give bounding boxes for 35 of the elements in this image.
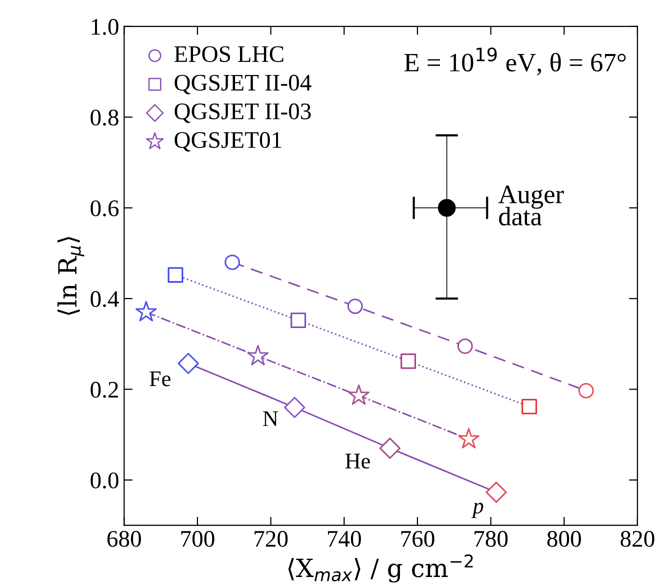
legend-label: QGSJET II-03 (174, 103, 311, 123)
point (486, 482, 507, 503)
series-label: Auger data (498, 186, 564, 226)
y-tick-label: 0.8 (90, 110, 118, 126)
x-tick-label: 700 (181, 530, 214, 547)
y-tick-label: 0.0 (90, 472, 118, 489)
legend-label: QGSJET II-04 (174, 74, 312, 94)
point (379, 438, 401, 459)
point (438, 198, 456, 217)
x-axis-title: ⟨X$_{max}$⟩ / g cm$^{−2}$ (288, 554, 473, 583)
point (178, 352, 199, 374)
x-tick-label: 680 (107, 530, 141, 547)
legend-label: QGSJET01 (174, 132, 282, 152)
x-tick-label: 720 (254, 530, 288, 547)
annotation: He (345, 454, 370, 469)
x-tick-label: 800 (547, 530, 581, 547)
point (290, 312, 306, 328)
point (400, 353, 416, 369)
annotation: N (263, 411, 278, 426)
x-tick-label: 820 (620, 530, 654, 547)
x-tick-label: 740 (328, 530, 361, 547)
point (168, 267, 184, 283)
y-axis-title: ⟨ln R$_{μ}$⟩ (57, 236, 84, 315)
annotation: E = 10$^{19}$ eV, θ = 67° (404, 47, 626, 76)
y-tick-label: 0.6 (90, 200, 119, 216)
legend-label: EPOS LHC (174, 46, 284, 62)
y-tick-label: 0.4 (90, 291, 119, 308)
x-tick-label: 760 (401, 530, 434, 547)
y-tick-label: 0.2 (90, 382, 118, 398)
x-tick-label: 780 (474, 530, 508, 547)
point (522, 398, 537, 414)
annotation: Fe (150, 371, 170, 386)
annotation: p (471, 502, 484, 518)
point (284, 396, 306, 418)
y-tick-label: 1.0 (92, 18, 118, 35)
